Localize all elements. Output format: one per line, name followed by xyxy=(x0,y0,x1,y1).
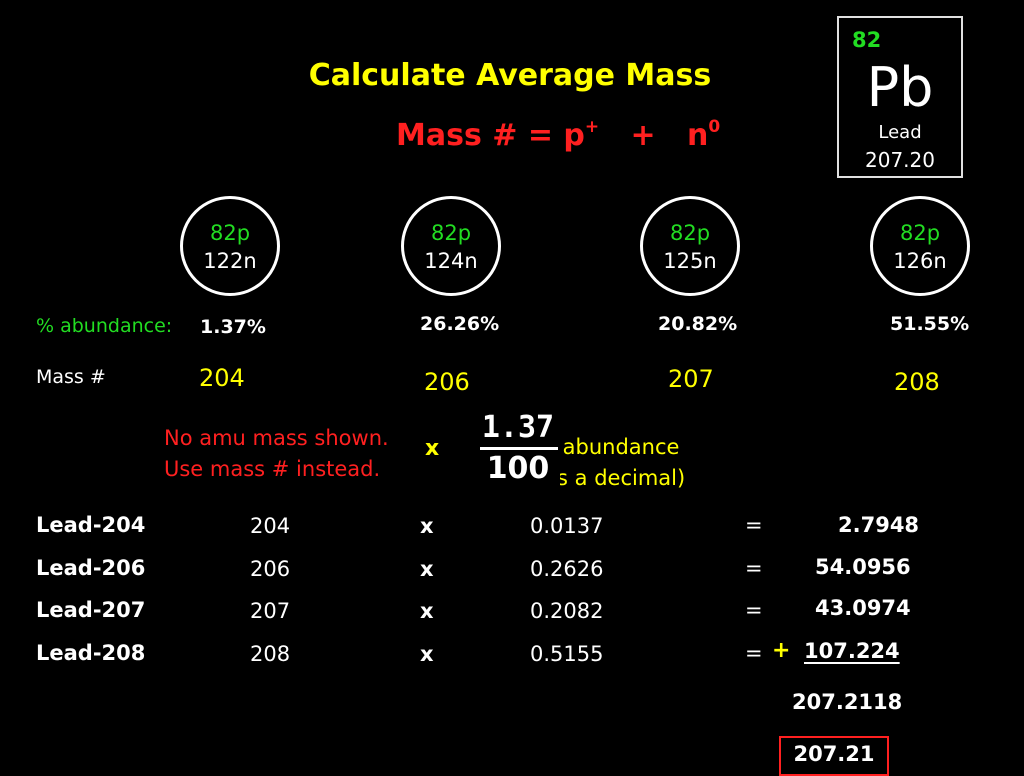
isotope-protons: 82p xyxy=(669,221,711,245)
isotope-circle-204: 82p 122n xyxy=(180,196,280,296)
element-name: Lead xyxy=(878,122,922,143)
calc-isotope-name: Lead-204 xyxy=(36,513,146,537)
calc-times: x xyxy=(420,599,434,623)
note-line-2: Use mass # instead. xyxy=(164,457,381,481)
mass-number-value: 204 xyxy=(199,364,245,392)
formula-n-sup: 0 xyxy=(708,117,721,137)
calc-mass: 207 xyxy=(250,599,291,623)
calc-isotope-name: Lead-207 xyxy=(36,598,146,622)
calc-decimal: 0.2626 xyxy=(530,557,604,581)
hint-line-1-text: % abundance xyxy=(560,435,680,459)
calc-equals: = xyxy=(745,641,763,665)
calc-decimal: 0.0137 xyxy=(530,514,604,538)
plus-sign: + xyxy=(772,638,791,663)
hint-line-2: (as a decimal) xyxy=(560,466,740,490)
hint-line-1: % abundance xyxy=(560,435,740,459)
formula-p-sup: + xyxy=(584,117,600,137)
calc-decimal: 0.5155 xyxy=(530,642,604,666)
mass-number-value: 208 xyxy=(894,368,940,396)
calc-result: 2.7948 xyxy=(838,513,920,537)
page-title-text: Calculate Average Mass xyxy=(308,58,712,93)
multiply-sign: x xyxy=(425,436,440,461)
isotope-circle-208: 82p 126n xyxy=(870,196,970,296)
atomic-number: 82 xyxy=(852,28,882,52)
hint-line-2-text: (as a decimal) xyxy=(560,466,686,490)
element-mass: 207.20 xyxy=(865,148,935,172)
calc-isotope-name: Lead-208 xyxy=(36,641,146,665)
isotope-circle-207: 82p 125n xyxy=(640,196,740,296)
isotope-neutrons: 122n xyxy=(203,249,257,273)
calc-times: x xyxy=(420,557,434,581)
calc-decimal: 0.2082 xyxy=(530,599,604,623)
mass-number-label: Mass # xyxy=(36,366,106,388)
formula-lhs: Mass # = p xyxy=(396,118,585,153)
isotope-protons: 82p xyxy=(899,221,941,245)
calc-mass: 206 xyxy=(250,557,291,581)
abundance-value: 26.26% xyxy=(420,313,500,335)
page-title: Calculate Average Mass xyxy=(0,58,1024,93)
calc-times: x xyxy=(420,642,434,666)
isotope-circle-206: 82p 124n xyxy=(401,196,501,296)
isotope-neutrons: 124n xyxy=(424,249,478,273)
fraction-bar xyxy=(480,447,558,450)
final-answer: 207.21 xyxy=(793,742,875,766)
formula-n: n xyxy=(686,118,709,153)
fraction-numerator: 1.37 xyxy=(476,410,560,445)
calc-mass: 204 xyxy=(250,514,291,538)
element-symbol: Pb xyxy=(866,56,934,119)
isotope-protons: 82p xyxy=(430,221,472,245)
mass-number-value: 207 xyxy=(668,365,714,393)
formula-plus: + xyxy=(630,118,656,153)
abundance-value: 1.37% xyxy=(200,316,266,338)
note-line-1: No amu mass shown. xyxy=(164,426,389,450)
calc-equals: = xyxy=(745,513,763,537)
calc-result: 54.0956 xyxy=(815,555,911,579)
element-box xyxy=(837,16,963,178)
abundance-value: 20.82% xyxy=(658,313,738,335)
calc-times: x xyxy=(420,514,434,538)
calc-isotope-name: Lead-206 xyxy=(36,556,146,580)
mass-formula: Mass # = p+ + n0 xyxy=(396,117,721,153)
calc-result: 43.0974 xyxy=(815,596,911,620)
calc-equals: = xyxy=(745,556,763,580)
abundance-label: % abundance: xyxy=(36,315,173,337)
fraction-denominator: 100 xyxy=(476,451,560,486)
calc-result: 107.224 xyxy=(804,639,900,663)
calc-mass: 208 xyxy=(250,642,291,666)
isotope-protons: 82p xyxy=(209,221,251,245)
isotope-neutrons: 126n xyxy=(893,249,947,273)
abundance-value: 51.55% xyxy=(890,313,970,335)
isotope-neutrons: 125n xyxy=(663,249,717,273)
mass-number-value: 206 xyxy=(424,368,470,396)
sum-value: 207.2118 xyxy=(792,690,903,714)
calc-equals: = xyxy=(745,598,763,622)
